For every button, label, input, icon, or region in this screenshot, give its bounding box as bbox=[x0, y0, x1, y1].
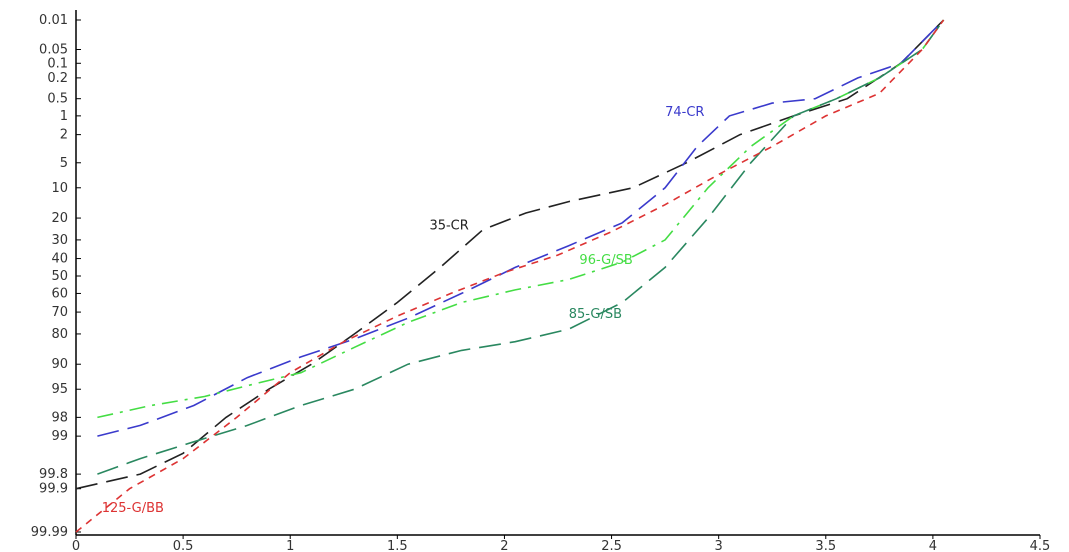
y-tick-label: 90 bbox=[51, 357, 68, 372]
y-tick-label: 80 bbox=[51, 327, 68, 342]
series-line-74-cr bbox=[97, 19, 945, 437]
y-tick-label: 99.8 bbox=[39, 467, 68, 482]
y-axis-ticks: 0.01 0.050.10.2 0.5 1 2 5 10 20 30 40 50 60 70 80 90 95… bbox=[31, 13, 81, 540]
y-tick-label: 10 bbox=[51, 181, 68, 196]
y-tick-label: 0.01 bbox=[39, 13, 68, 28]
series-label-74-cr: 74-CR bbox=[665, 105, 704, 120]
y-tick-label: 0.2 bbox=[47, 71, 68, 86]
x-axis-ticks: 0 0.5 1 1.5 2 2.5 3 3.5 4 4.5 bbox=[72, 535, 1050, 552]
series-layer bbox=[75, 19, 945, 533]
y-tick-label: 0.5 bbox=[47, 92, 68, 107]
series-label-96-g-sb: 96-G/SB bbox=[579, 253, 632, 268]
x-tick-label: 0 bbox=[72, 539, 80, 552]
y-tick-label: 30 bbox=[51, 233, 68, 248]
x-tick-label: 4.5 bbox=[1030, 539, 1051, 552]
x-tick-label: 1 bbox=[286, 539, 294, 552]
series-line-125-g-bb bbox=[75, 19, 945, 533]
y-tick-label: 2 bbox=[60, 128, 68, 143]
y-tick-label: 0.1 bbox=[47, 56, 68, 71]
y-tick-label: 70 bbox=[51, 305, 68, 320]
y-tick-label: 99 bbox=[51, 429, 68, 444]
series-label-125-g-bb: 125-G/BB bbox=[102, 501, 164, 516]
x-tick-label: 2.5 bbox=[601, 539, 622, 552]
x-tick-label: 3.5 bbox=[815, 539, 836, 552]
annotation-layer: 35-CR 74-CR 96-G/SB 85-G/SB 125-G/BB bbox=[102, 105, 705, 516]
y-tick-label: 50 bbox=[51, 269, 68, 284]
y-tick-label: 60 bbox=[51, 286, 68, 301]
x-tick-label: 4 bbox=[929, 539, 937, 552]
y-tick-label: 40 bbox=[51, 252, 68, 267]
y-tick-label: 5 bbox=[60, 156, 68, 171]
axes bbox=[75, 10, 1040, 536]
y-tick-label: 20 bbox=[51, 211, 68, 226]
x-tick-label: 3 bbox=[715, 539, 723, 552]
series-label-35-cr: 35-CR bbox=[429, 219, 468, 234]
y-tick-label: 1 bbox=[60, 109, 68, 124]
series-label-85-g-sb: 85-G/SB bbox=[569, 307, 622, 322]
y-tick-label: 99.9 bbox=[39, 482, 68, 497]
y-tick-label: 99.99 bbox=[31, 525, 68, 540]
x-tick-label: 2 bbox=[500, 539, 508, 552]
y-tick-label: 0.05 bbox=[39, 42, 68, 57]
series-line-96-g-sb bbox=[97, 19, 945, 419]
y-tick-label: 95 bbox=[51, 382, 68, 397]
series-line-85-g-sb bbox=[97, 19, 945, 475]
series-line-35-cr bbox=[75, 19, 945, 490]
y-tick-label: 98 bbox=[51, 410, 68, 425]
x-tick-label: 0.5 bbox=[173, 539, 194, 552]
x-tick-label: 1.5 bbox=[387, 539, 408, 552]
